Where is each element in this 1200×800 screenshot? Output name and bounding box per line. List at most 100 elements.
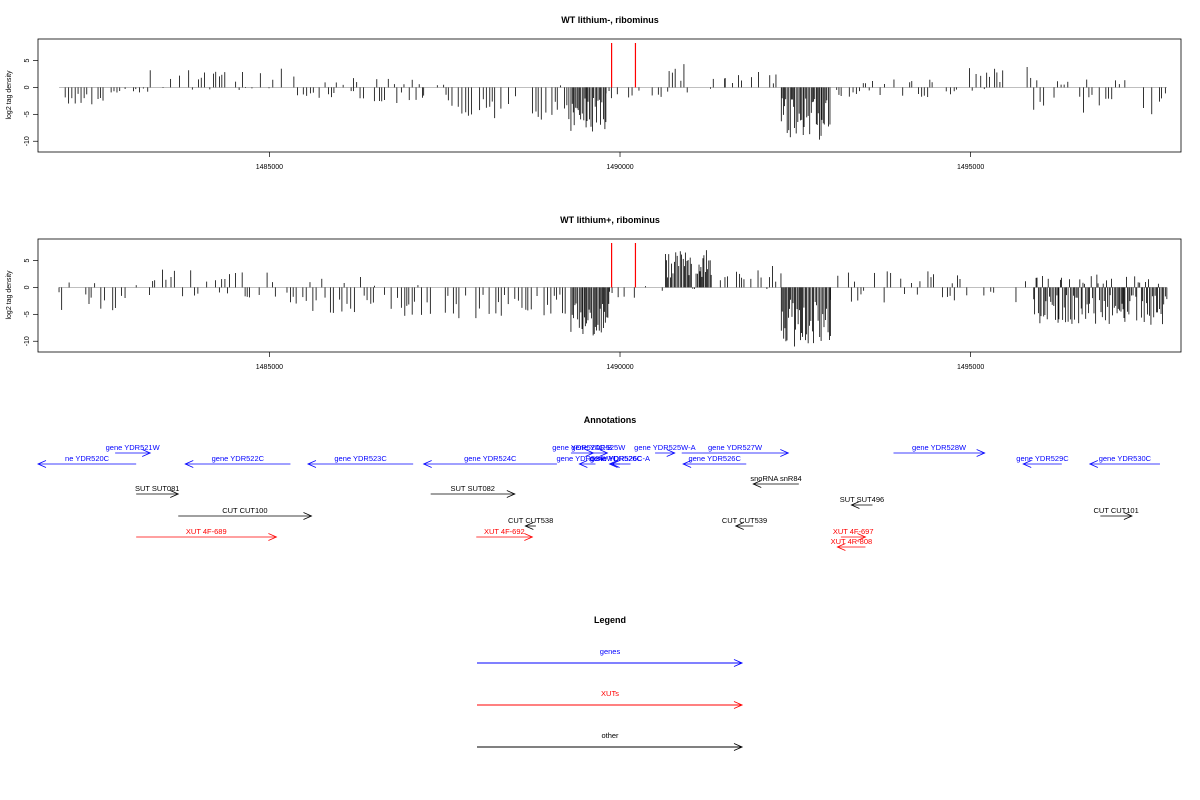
axes: 5 0 -5 -10 1485000 1490000 1495000	[24, 58, 984, 171]
y-tick-label: -10	[24, 136, 31, 146]
feature-label: gene YDR526C-A	[590, 454, 650, 463]
arrow-head	[734, 522, 744, 530]
feature-label: CUT CUT101	[1093, 506, 1138, 515]
arrow-head	[608, 460, 618, 468]
signal-bars	[59, 43, 1167, 140]
legend-items: genes XUTs other	[477, 647, 744, 751]
feature-label: gene YDR527W	[708, 443, 763, 452]
feature-gene: gene YDR523C	[306, 454, 414, 468]
feature-gene: gene YDR526C	[682, 454, 747, 468]
x-tick-label: 1485000	[256, 164, 283, 171]
panel-title: WT lithium+, ribominus	[560, 215, 660, 225]
arrow-head	[303, 512, 313, 520]
arrow-head	[306, 460, 317, 468]
feature-label: gene YDR530C	[1099, 454, 1152, 463]
feature-label: gene YDR521W	[106, 443, 161, 452]
legend-label: genes	[600, 647, 621, 656]
feature-label: SUT SUT496	[840, 495, 884, 504]
track-panel-lithium-plus: WT lithium+, ribominus log2 tag density …	[6, 215, 1182, 371]
feature-gene: gene YDR524C	[422, 454, 557, 468]
feature-other: SUT SUT082	[430, 484, 516, 498]
arrow-head	[524, 533, 534, 541]
arrow-head	[857, 533, 867, 541]
legend: Legend genes XUTs other	[477, 615, 744, 751]
legend-arrow-head	[733, 701, 744, 709]
feature-label: XUT 4F-692	[484, 527, 525, 536]
panel-title: WT lithium-, ribominus	[561, 15, 659, 25]
legend-arrow-head	[733, 659, 744, 667]
feature-label: ne YDR520C	[65, 454, 110, 463]
arrow-head	[37, 460, 47, 468]
legend-item: other	[477, 731, 744, 751]
feature-gene: gene YDR525W	[571, 443, 626, 457]
arrow-head	[268, 533, 278, 541]
arrow-head	[1022, 460, 1032, 468]
arrow-head	[142, 449, 152, 457]
feature-label: SUT SUT081	[135, 484, 179, 493]
arrow-head	[524, 522, 534, 530]
feature-xut: XUT 4F-697	[833, 527, 874, 541]
y-tick-label: -5	[24, 311, 31, 317]
feature-xut: XUT 4F-692	[476, 527, 534, 541]
feature-gene: gene YDR528W	[893, 443, 986, 457]
annotations-panel: Annotations ne YDR520C gene YDR521W gene Y…	[37, 415, 1160, 551]
feature-label: SUT SUT082	[451, 484, 495, 493]
y-tick-label: 5	[24, 58, 31, 62]
x-tick-label: 1490000	[606, 364, 633, 371]
arrow-head	[976, 449, 986, 457]
arrow-head	[506, 490, 516, 498]
feature-xut: XUT 4R-808	[831, 537, 873, 551]
arrow-head	[752, 480, 762, 488]
feature-label: CUT CUT538	[508, 516, 553, 525]
feature-gene: gene YDR526C-A	[590, 454, 650, 468]
feature-label: gene YDR528W	[912, 443, 967, 452]
feature-label: CUT CUT100	[222, 506, 267, 515]
feature-label: snoRNA snR84	[750, 474, 801, 483]
feature-label: gene YDR522C	[212, 454, 265, 463]
feature-gene: gene YDR521W	[106, 443, 161, 457]
feature-gene: gene YDR527W	[681, 443, 790, 457]
arrow-head	[170, 490, 180, 498]
arrow-head	[682, 460, 692, 468]
feature-gene: gene YDR524W-C	[556, 454, 619, 468]
feature-label: gene YDR523C	[334, 454, 387, 463]
x-tick-label: 1495000	[957, 364, 984, 371]
feature-gene: ne YDR520C	[37, 454, 137, 468]
feature-gene: gene YDR525W-A	[634, 443, 696, 457]
arrow-head	[836, 543, 846, 551]
plot-frame	[37, 38, 1182, 153]
axes: 5 0 -5 -10 1485000 1490000 1495000	[24, 258, 984, 371]
y-tick-label: 0	[24, 285, 31, 289]
feature-label: XUT 4F-697	[833, 527, 874, 536]
feature-other: CUT CUT100	[178, 506, 313, 520]
feature-xut: XUT 4F-689	[136, 527, 278, 541]
feature-gene: gene YDR522C	[184, 454, 291, 468]
feature-other: SUT SUT496	[840, 495, 884, 509]
arrow-head	[599, 449, 609, 457]
arrow-head	[1123, 512, 1133, 520]
feature-other: CUT CUT539	[722, 516, 767, 530]
plot-frame	[37, 238, 1182, 353]
legend-label: XUTs	[601, 689, 619, 698]
arrow-head	[780, 449, 790, 457]
arrow-head	[184, 460, 194, 468]
signal-bars	[58, 243, 1168, 347]
feature-label: XUT 4R-808	[831, 537, 873, 546]
arrow-head	[1088, 460, 1099, 468]
legend-item: XUTs	[477, 689, 744, 709]
arrow-head	[666, 449, 676, 457]
x-tick-label: 1490000	[606, 164, 633, 171]
legend-title: Legend	[594, 615, 626, 625]
arrow-head	[422, 460, 432, 468]
annotations-title: Annotations	[584, 415, 637, 425]
y-axis-label: log2 tag density	[6, 70, 13, 120]
y-axis-label: log2 tag density	[6, 270, 13, 320]
x-tick-label: 1495000	[957, 164, 984, 171]
feature-gene: gene YDR529C	[1016, 454, 1069, 468]
feature-label: XUT 4F-689	[186, 527, 227, 536]
feature-other: SUT SUT081	[135, 484, 179, 498]
x-tick-label: 1485000	[256, 364, 283, 371]
feature-label: gene YDR524C	[464, 454, 517, 463]
legend-label: other	[601, 731, 619, 740]
feature-label: gene YDR524W-C	[556, 454, 618, 463]
